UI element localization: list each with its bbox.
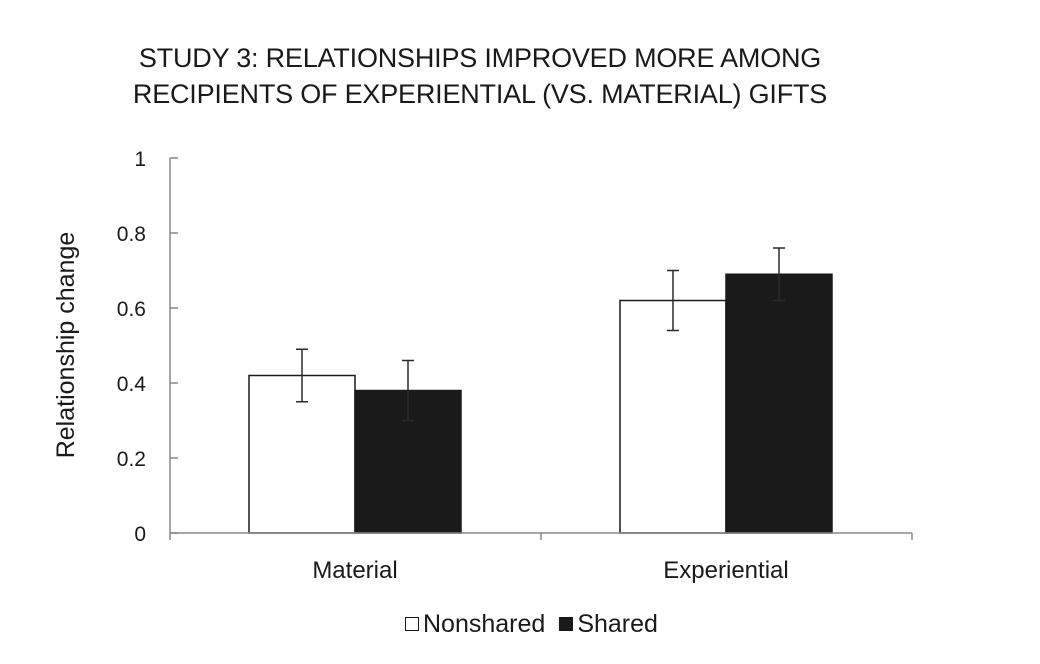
y-axis-title: Relationship change	[52, 232, 80, 459]
legend-label-nonshared: Nonshared	[423, 609, 546, 638]
bars-group	[248, 273, 833, 534]
y-tick-label: 0.6	[117, 298, 146, 321]
legend-swatch-shared	[559, 617, 574, 631]
x-category-label: Material	[312, 557, 397, 584]
chart-title-line-2: RECIPIENTS OF EXPERIENTIAL (VS. MATERIAL…	[132, 79, 828, 109]
legend-item-nonshared: Nonshared	[405, 610, 545, 639]
legend-item-shared: Shared	[559, 610, 658, 639]
bar-nonshared-experiential	[619, 299, 727, 534]
y-tick-label: 0	[134, 523, 146, 546]
y-axis-ticks: 0 0.2 0.4 0.6 0.8 1	[117, 148, 178, 546]
x-axis-ticks	[169, 533, 913, 540]
chart-title-line-1: STUDY 3: RELATIONSHIPS IMPROVED MORE AMO…	[138, 43, 822, 73]
legend-swatch-nonshared	[405, 617, 419, 631]
y-tick-label: 0.8	[117, 223, 146, 246]
y-tick-label: 0.4	[117, 373, 147, 396]
bar-shared-experiential	[725, 273, 833, 534]
bar-chart: 0 0.2 0.4 0.6 0.8 1 Material Experiential Rela…	[52, 148, 913, 584]
y-tick-label: 1	[134, 148, 146, 171]
y-tick-label: 0.2	[117, 448, 146, 471]
error-bars-group	[296, 247, 785, 422]
legend: Nonshared Shared	[405, 607, 672, 641]
chart-title: STUDY 3: RELATIONSHIPS IMPROVED MORE AMO…	[0, 40, 960, 112]
legend-label-shared: Shared	[577, 609, 658, 638]
x-axis-labels: Material Experiential	[312, 557, 788, 584]
x-category-label: Experiential	[663, 557, 788, 584]
